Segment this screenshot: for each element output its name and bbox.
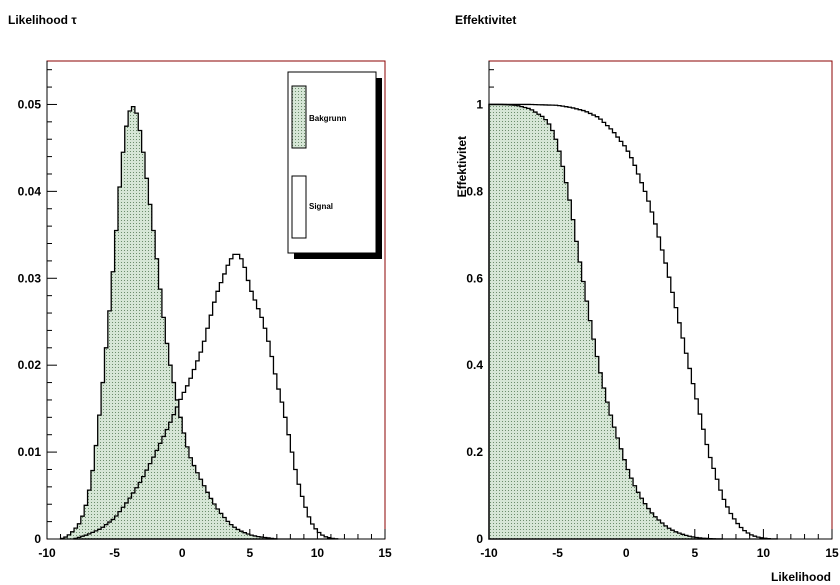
right-series [488,103,778,540]
left-chart: Likelihood τ -10 -5 0 5 10 15 0 0.01 0.02 0.03 0.0… [8,13,392,560]
right-x-tick-label: -10 [480,546,498,560]
left-y-tick-label: 0.02 [18,358,42,372]
left-series-bakgrunn [59,105,278,540]
right-x-tick-label: 15 [825,546,839,560]
left-x-tick-label: 5 [246,546,253,560]
left-y-tick-label: 0.04 [18,184,42,198]
right-x-tick-label: 5 [691,546,698,560]
right-y-axis-label: Effektivitet [455,136,469,197]
left-legend: Bakgrunn Signal [287,71,382,259]
right-x-tick-label: 0 [623,546,630,560]
right-y-tick-label: 0.6 [466,271,483,285]
left-y-tick-label: 0.03 [18,271,42,285]
legend-label-signal: Signal [309,202,333,211]
right-chart: Effektivitet -10 -5 0 5 10 15 0 0.2 0.4 0.6 0.8 1 E… [455,13,839,584]
left-y-tick-label: 0.01 [18,445,42,459]
right-y-tick-label: 0.2 [466,445,483,459]
left-series-signal [73,253,339,540]
right-x-tick-label: 10 [757,546,771,560]
left-x-tick-label: -10 [38,546,56,560]
right-y-tick-label: 0 [476,532,483,546]
left-x-tick-label: 0 [179,546,186,560]
left-y-tick-label: 0.05 [18,97,42,111]
legend-swatch-bakgrunn [291,85,307,149]
left-chart-title: Likelihood τ [8,13,77,27]
right-y-tick-label: 1 [476,97,483,111]
legend-label-bakgrunn: Bakgrunn [309,114,346,123]
right-series-bakgrunn [488,103,723,540]
right-x-axis-label: Likelihood [771,570,831,584]
left-x-tick-label: -5 [109,546,120,560]
left-series [59,105,339,540]
right-chart-title: Effektivitet [455,13,516,27]
right-y-tick-label: 0.8 [466,184,483,198]
right-series-signal [488,103,778,540]
right-x-tick-label: -5 [552,546,563,560]
legend-swatch-signal [291,175,307,239]
right-y-tick-label: 0.4 [466,358,483,372]
left-y-tick-label: 0 [34,532,41,546]
left-x-tick-label: 10 [311,546,325,560]
left-x-tick-label: 15 [378,546,392,560]
